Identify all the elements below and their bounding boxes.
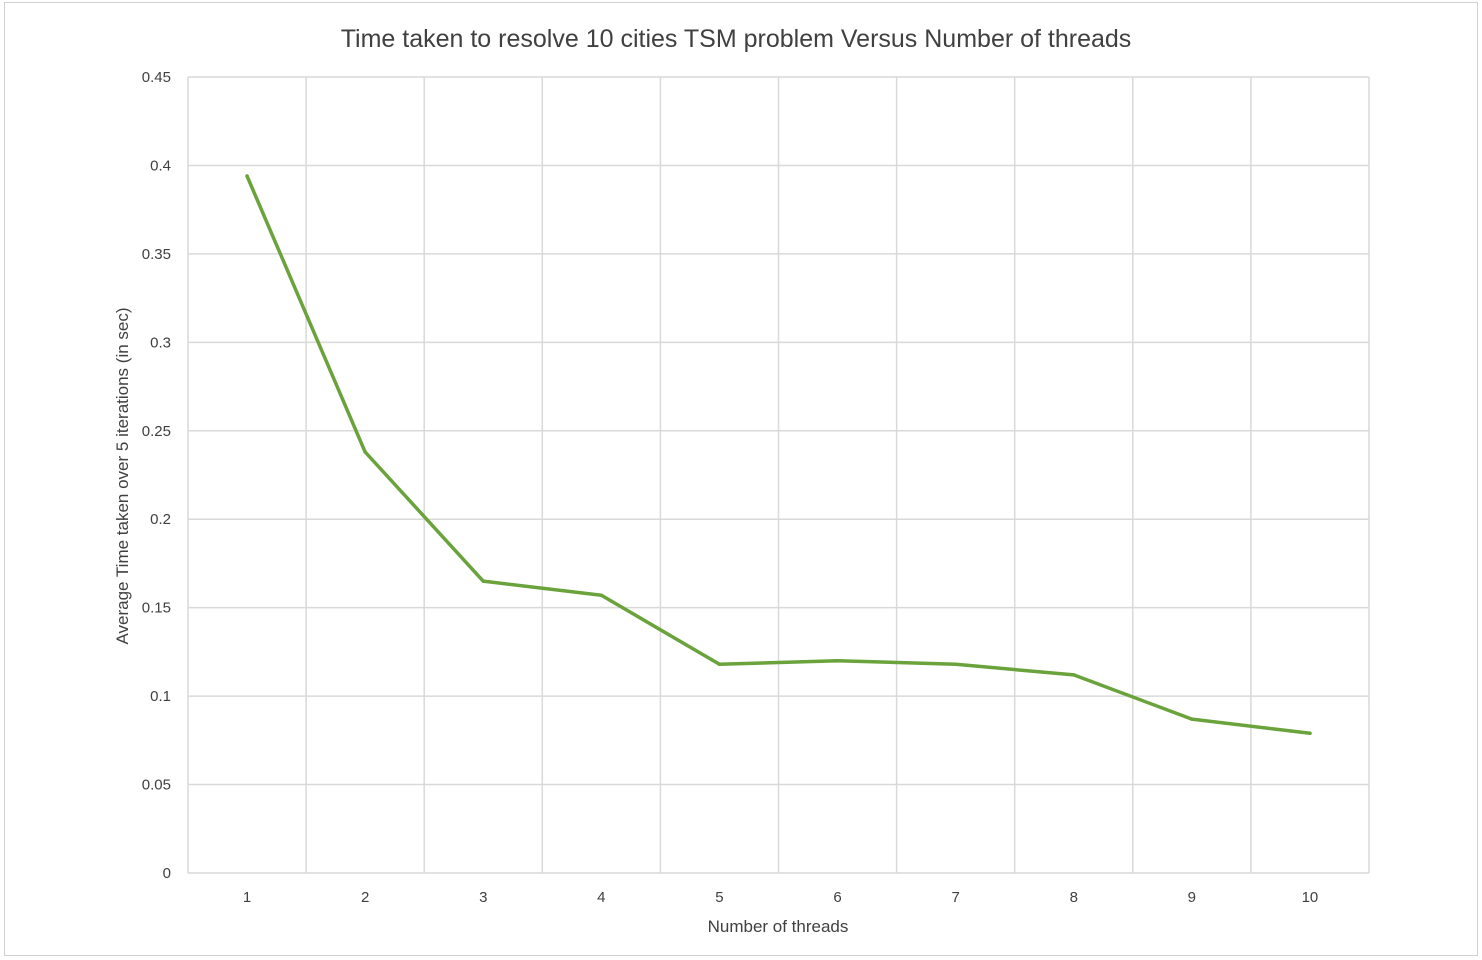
y-tick-label: 0 [163, 865, 171, 882]
data-point [953, 662, 958, 667]
y-tick-label: 0.15 [142, 600, 171, 617]
y-tick-label: 0.1 [150, 688, 171, 705]
chart-frame [4, 2, 1478, 956]
chart-title: Time taken to resolve 10 cities TSM prob… [341, 25, 1132, 53]
x-tick-label: 7 [951, 889, 959, 906]
y-tick-label: 0.25 [142, 423, 171, 440]
data-point [1190, 717, 1194, 721]
data-point [1308, 731, 1312, 736]
data-point [363, 450, 367, 454]
x-tick-label: 6 [833, 889, 841, 906]
data-point [599, 593, 604, 598]
y-tick-label: 0.4 [150, 157, 171, 174]
y-axis-title: Average Time taken over 5 iterations (in… [113, 307, 132, 644]
data-point [245, 174, 249, 178]
x-tick-label: 1 [243, 889, 251, 906]
x-tick-label: 2 [361, 889, 369, 906]
data-point [481, 579, 485, 583]
x-tick-label: 10 [1302, 889, 1319, 906]
x-tick-label: 9 [1188, 889, 1196, 906]
data-point [835, 658, 840, 663]
x-tick-label: 8 [1070, 889, 1078, 906]
y-tick-label: 0.35 [142, 246, 171, 263]
x-axis-ticks: 1 2 3 4 5 6 7 8 9 10 [243, 889, 1318, 906]
gridlines [187, 76, 1370, 874]
x-axis-title: Number of threads [708, 917, 849, 936]
x-tick-label: 3 [479, 889, 487, 906]
y-axis-ticks: 0 0.05 0.1 0.15 0.2 0.25 0.3 0.35 0.4 0.45 [142, 69, 171, 882]
y-tick-label: 0.2 [150, 511, 171, 528]
x-tick-label: 4 [597, 889, 605, 906]
x-tick-label: 5 [715, 889, 723, 906]
series-layer [245, 174, 1312, 736]
y-tick-label: 0.3 [150, 334, 171, 351]
data-point [1072, 673, 1076, 677]
data-point [717, 662, 722, 667]
y-tick-label: 0.45 [142, 69, 171, 86]
series-line [245, 174, 1312, 736]
y-tick-label: 0.05 [142, 777, 171, 794]
